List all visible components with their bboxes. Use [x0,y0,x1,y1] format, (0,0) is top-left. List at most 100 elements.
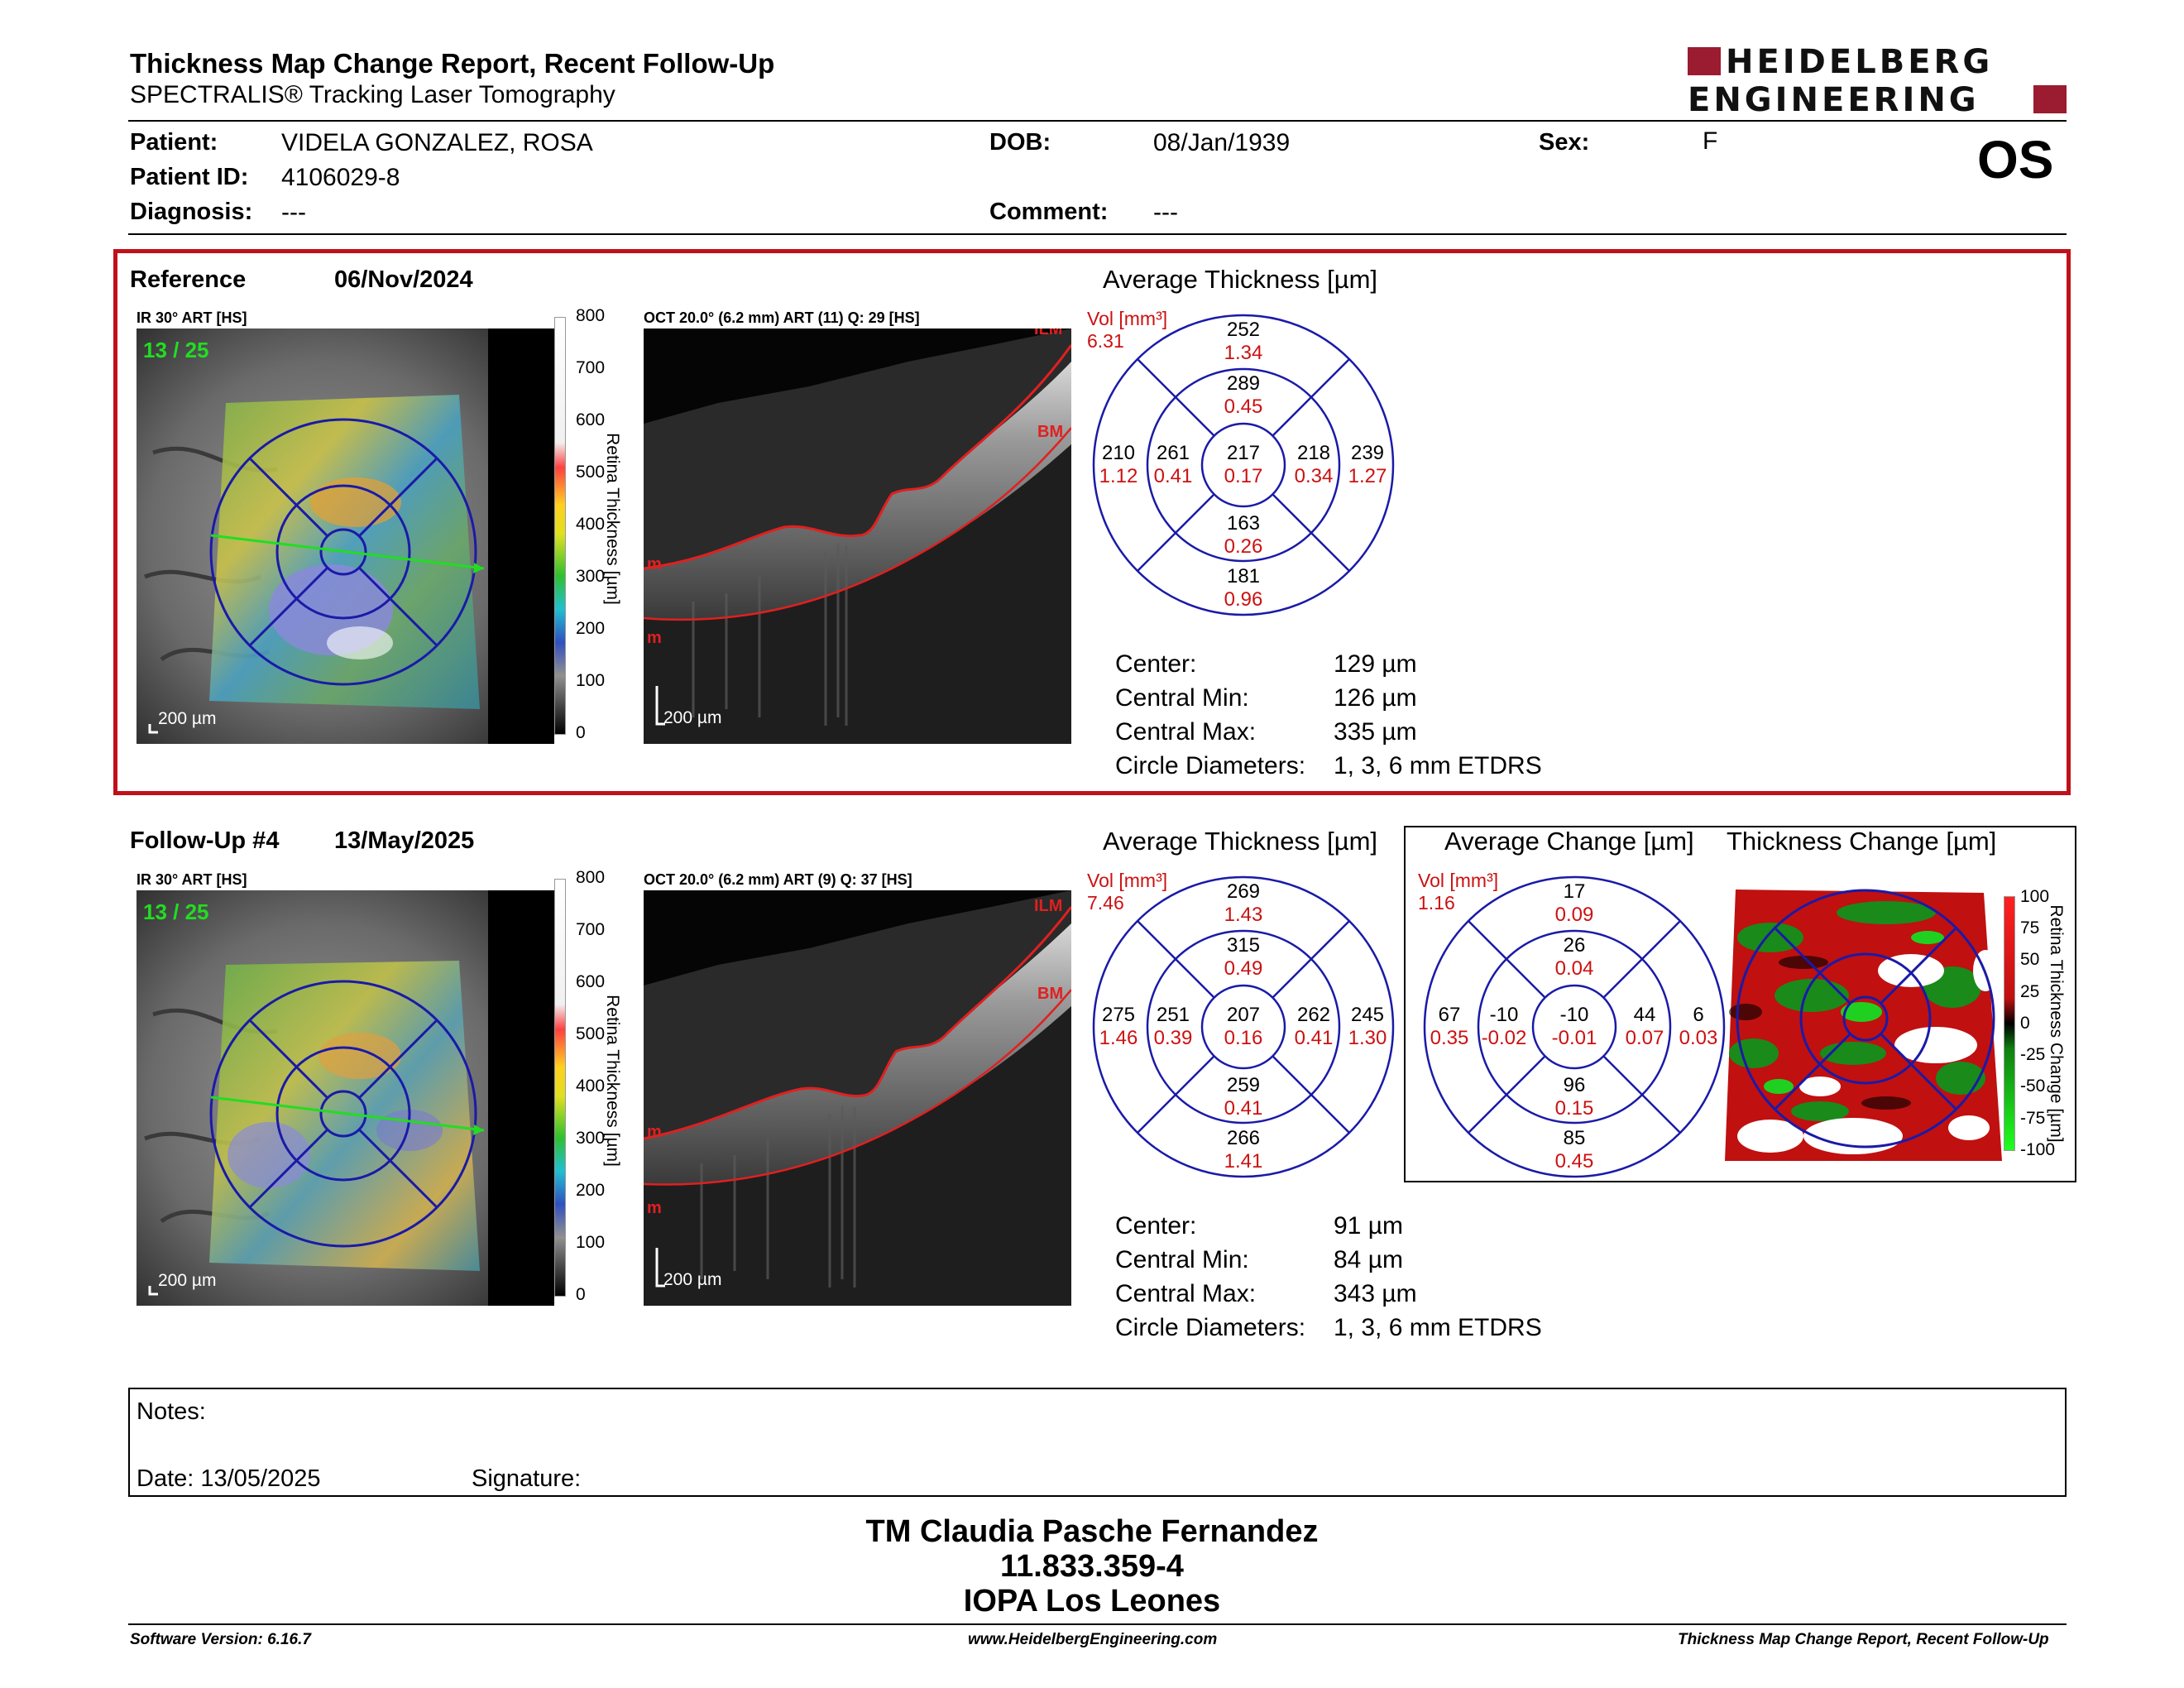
svg-text:269: 269 [1227,880,1260,903]
reference-max-label: Central Max: [1115,718,1257,746]
followup-min-value: 84 µm [1334,1246,1403,1273]
followup-diam-label: Circle Diameters: [1115,1314,1306,1341]
reference-bm-label: BM [1037,423,1063,441]
svg-text:207: 207 [1227,1004,1260,1026]
followup-avg-title: Average Thickness [µm] [1103,827,1378,856]
followup-m2-label: m [647,1199,662,1217]
diagnosis-value: --- [281,199,306,226]
reference-ilm-label: ILM [1034,328,1062,338]
followup-m1-label: m [647,1123,662,1141]
svg-text:1.12: 1.12 [1099,465,1138,487]
reference-diam-label: Circle Diameters: [1115,752,1306,779]
svg-text:0.35: 0.35 [1430,1027,1469,1049]
change-avg-title: Average Change [µm] [1444,827,1694,856]
reference-min-label: Central Min: [1115,684,1249,712]
svg-text:-10: -10 [1490,1004,1519,1026]
change-vol-label: Vol [mm³] [1418,870,1498,891]
followup-oct-scalebar: 200 µm [663,1270,721,1289]
svg-text:251: 251 [1157,1004,1190,1026]
followup-max-value: 343 µm [1334,1280,1417,1307]
svg-text:17: 17 [1564,880,1586,903]
followup-min-label: Central Min: [1115,1246,1249,1273]
svg-text:266: 266 [1227,1127,1260,1149]
svg-text:217: 217 [1227,442,1260,464]
report-title: Thickness Map Change Report, Recent Foll… [130,48,775,79]
change-scale-title: Retina Thickness Change [µm] [2047,904,2066,1143]
notes-box[interactable] [128,1388,2067,1497]
notes-label: Notes: [136,1398,206,1425]
signer-id: 11.833.359-4 [1000,1549,1184,1584]
svg-text:0.16: 0.16 [1224,1027,1263,1049]
reference-avg-title: Average Thickness [µm] [1103,265,1378,294]
svg-text:218: 218 [1297,442,1330,464]
svg-text:44: 44 [1634,1004,1656,1026]
reference-oct-label: OCT 20.0° (6.2 mm) ART (11) Q: 29 [HS] [644,309,920,326]
svg-text:96: 96 [1564,1074,1586,1096]
svg-text:262: 262 [1297,1004,1330,1026]
report-subtitle: SPECTRALIS® Tracking Laser Tomography [130,81,615,108]
svg-text:0.03: 0.03 [1679,1027,1718,1049]
reference-ir-scalebar: 200 µm [158,709,216,728]
footer-divider [128,1623,2067,1625]
sex-value: F [1703,127,1718,155]
followup-oct-bscan: ILM BM m m 200 µm [644,890,1071,1306]
reference-label: Reference [130,266,247,293]
svg-text:0.96: 0.96 [1224,588,1263,611]
followup-vol-total: 7.46 [1087,892,1124,914]
svg-text:-10: -10 [1560,1004,1589,1026]
heidelberg-logo: HEIDELBERG ENGINEERING [1688,46,2068,118]
svg-text:85: 85 [1564,1127,1586,1149]
svg-text:1.30: 1.30 [1348,1027,1387,1049]
eye-indicator: OS [1977,130,2054,189]
svg-text:252: 252 [1227,319,1260,341]
header-divider [128,120,2067,122]
reference-date: 06/Nov/2024 [334,266,473,293]
svg-text:289: 289 [1227,372,1260,395]
signer-org: IOPA Los Leones [963,1584,1221,1618]
svg-text:315: 315 [1227,934,1260,957]
svg-text:0.26: 0.26 [1224,535,1263,558]
followup-center-label: Center: [1115,1212,1197,1240]
followup-ir-scalebar: 200 µm [158,1271,216,1290]
reference-vol-label: Vol [mm³] [1087,308,1167,329]
dob-value: 08/Jan/1939 [1153,129,1291,156]
comment-value: --- [1153,199,1178,226]
change-vol-total: 1.16 [1418,892,1455,914]
followup-date: 13/May/2025 [334,827,475,854]
reference-max-value: 335 µm [1334,718,1417,746]
svg-text:-0.02: -0.02 [1482,1027,1527,1049]
svg-text:0.45: 0.45 [1224,396,1263,418]
reference-oct-bscan: ILM BM m m 200 µm [644,328,1071,744]
followup-ilm-label: ILM [1034,897,1062,915]
reference-slice-index: 13 / 25 [143,338,209,362]
svg-text:275: 275 [1102,1004,1135,1026]
comment-label: Comment: [989,199,1109,225]
svg-text:0.07: 0.07 [1626,1027,1664,1049]
notes-signature-label: Signature: [472,1465,582,1492]
svg-text:0.39: 0.39 [1154,1027,1193,1049]
followup-ir-label: IR 30° ART [HS] [136,871,247,888]
svg-text:1.46: 1.46 [1099,1027,1138,1049]
svg-text:0.34: 0.34 [1295,465,1334,487]
svg-text:0.41: 0.41 [1295,1027,1334,1049]
patient-label: Patient: [130,129,218,156]
change-etdrs-grid: Vol [mm³] 1.16 170.09 260.04 -10-0.01 96… [1418,870,1726,1178]
followup-diam-value: 1, 3, 6 mm ETDRS [1334,1314,1542,1341]
diagnosis-label: Diagnosis: [130,199,253,225]
reference-m1-label: m [647,555,662,573]
reference-m2-label: m [647,629,662,647]
svg-text:210: 210 [1102,442,1135,464]
followup-oct-label: OCT 20.0° (6.2 mm) ART (9) Q: 37 [HS] [644,871,912,888]
followup-vol-label: Vol [mm³] [1087,870,1167,891]
patient-divider [128,233,2067,235]
svg-text:163: 163 [1227,512,1260,535]
website-link[interactable]: www.HeidelbergEngineering.com [968,1631,1218,1648]
followup-label: Follow-Up #4 [130,827,280,854]
reference-fundus-map: 13 / 25 200 µm [136,328,554,744]
svg-text:245: 245 [1351,1004,1384,1026]
sex-label: Sex: [1539,129,1590,156]
reference-center-value: 129 µm [1334,650,1417,678]
reference-thickness-scale: 800 700 600 500 400 300 200 100 0 [554,306,612,742]
dob-label: DOB: [989,129,1051,156]
